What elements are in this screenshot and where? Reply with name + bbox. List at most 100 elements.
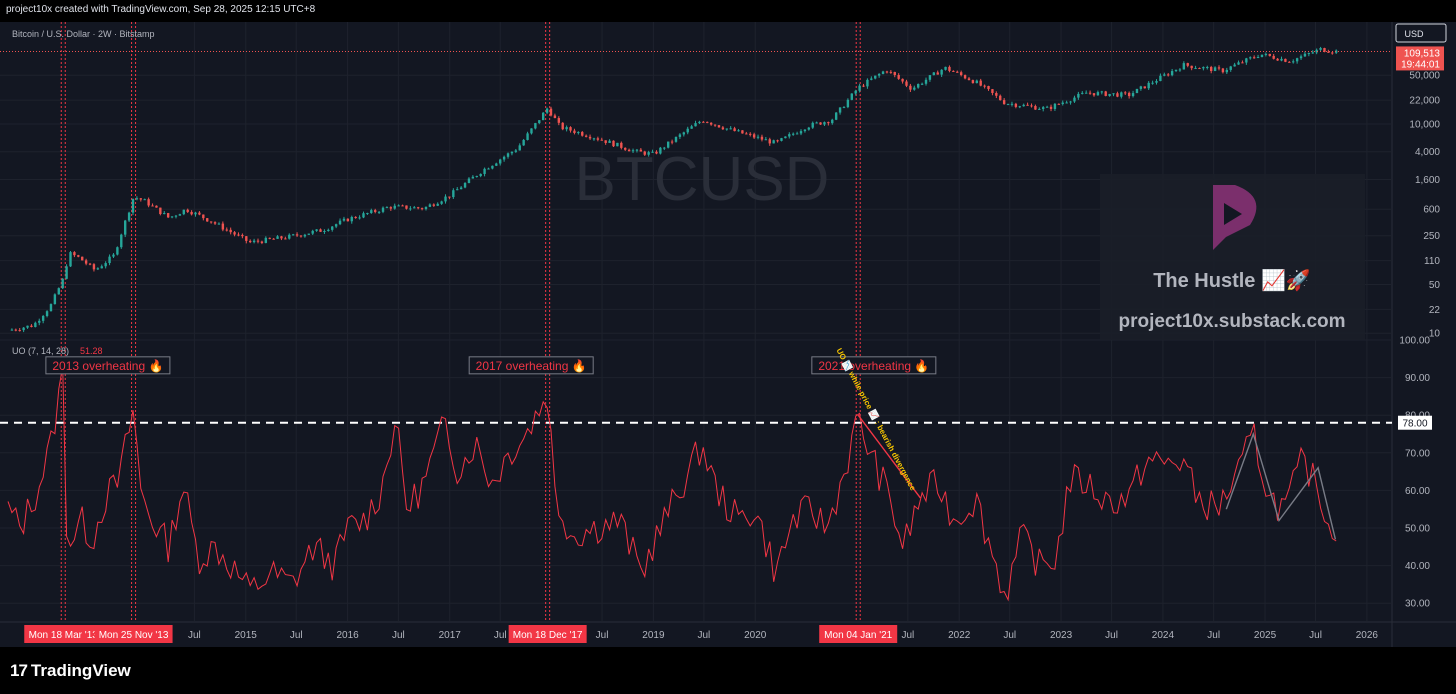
candle-body[interactable] — [963, 75, 967, 79]
candle-body[interactable] — [1124, 92, 1127, 94]
candle-body[interactable] — [1327, 51, 1330, 53]
candle-body[interactable] — [1194, 68, 1197, 70]
candle-body[interactable] — [706, 121, 709, 123]
candle-body[interactable] — [1284, 58, 1287, 62]
candle-body[interactable] — [139, 198, 143, 200]
candle-body[interactable] — [57, 288, 60, 295]
candle-body[interactable] — [1159, 75, 1162, 82]
candle-body[interactable] — [1249, 57, 1252, 59]
candle-body[interactable] — [624, 147, 627, 150]
candle-body[interactable] — [741, 130, 744, 134]
candle-body[interactable] — [377, 211, 381, 213]
candle-body[interactable] — [123, 220, 127, 235]
candle-body[interactable] — [827, 122, 830, 124]
candle-body[interactable] — [717, 125, 721, 128]
candle-body[interactable] — [1245, 58, 1248, 63]
candle-body[interactable] — [217, 223, 221, 225]
candle-body[interactable] — [780, 138, 783, 141]
candle-body[interactable] — [1229, 66, 1232, 70]
candle-body[interactable] — [815, 122, 818, 124]
candle-body[interactable] — [159, 207, 162, 215]
candle-body[interactable] — [413, 207, 416, 209]
candle-body[interactable] — [920, 83, 924, 85]
candle-body[interactable] — [874, 75, 877, 79]
candle-body[interactable] — [1116, 93, 1119, 97]
candle-body[interactable] — [1186, 63, 1189, 66]
candle-body[interactable] — [405, 205, 408, 209]
candle-body[interactable] — [1006, 104, 1010, 106]
candle-body[interactable] — [999, 95, 1002, 101]
candle-body[interactable] — [1260, 54, 1264, 57]
candle-body[interactable] — [893, 72, 896, 76]
candle-body[interactable] — [1198, 68, 1201, 70]
candle-body[interactable] — [30, 325, 33, 327]
candle-body[interactable] — [463, 182, 467, 188]
candle-body[interactable] — [81, 256, 84, 261]
candle-body[interactable] — [749, 133, 752, 135]
candle-body[interactable] — [245, 236, 248, 241]
candle-body[interactable] — [432, 204, 436, 206]
candle-body[interactable] — [909, 85, 912, 90]
candle-body[interactable] — [760, 136, 764, 140]
candle-body[interactable] — [456, 189, 459, 191]
candle-body[interactable] — [905, 81, 908, 86]
candle-body[interactable] — [577, 132, 580, 134]
candle-body[interactable] — [135, 198, 139, 200]
trendline[interactable] — [1225, 431, 1337, 540]
tradingview-logo[interactable]: 17 TradingView — [10, 661, 131, 681]
candle-body[interactable] — [936, 72, 939, 75]
candle-body[interactable] — [346, 218, 350, 222]
candle-body[interactable] — [1077, 93, 1080, 98]
candle-body[interactable] — [581, 132, 584, 136]
candle-body[interactable] — [182, 209, 185, 215]
candle-body[interactable] — [1295, 58, 1299, 62]
candle-body[interactable] — [264, 237, 268, 243]
candle-body[interactable] — [1241, 62, 1244, 64]
candle-body[interactable] — [225, 229, 228, 231]
candle-body[interactable] — [838, 107, 842, 113]
candle-body[interactable] — [756, 136, 760, 138]
candle-body[interactable] — [979, 80, 982, 86]
candle-body[interactable] — [331, 226, 334, 230]
candle-body[interactable] — [65, 266, 68, 279]
candle-body[interactable] — [229, 229, 232, 233]
candle-body[interactable] — [1131, 93, 1135, 97]
candle-body[interactable] — [1202, 67, 1205, 69]
candle-body[interactable] — [127, 212, 131, 221]
candle-body[interactable] — [143, 199, 146, 201]
candle-body[interactable] — [627, 149, 631, 152]
candle-body[interactable] — [791, 133, 795, 135]
candle-body[interactable] — [34, 322, 37, 327]
candle-body[interactable] — [616, 142, 619, 147]
candle-body[interactable] — [1069, 101, 1072, 103]
candle-body[interactable] — [467, 178, 471, 183]
candle-body[interactable] — [213, 222, 217, 224]
candle-body[interactable] — [233, 232, 236, 235]
candle-body[interactable] — [374, 210, 377, 212]
candle-body[interactable] — [608, 140, 611, 143]
candle-body[interactable] — [674, 136, 678, 142]
candle-body[interactable] — [1045, 106, 1049, 108]
candle-body[interactable] — [917, 84, 920, 88]
candle-body[interactable] — [752, 134, 756, 138]
candle-body[interactable] — [1022, 104, 1025, 107]
candle-body[interactable] — [620, 142, 623, 148]
candle-body[interactable] — [600, 139, 603, 141]
candle-body[interactable] — [323, 230, 326, 232]
candle-body[interactable] — [393, 205, 396, 209]
overheating-annotation[interactable]: 2021 overheating 🔥 — [811, 356, 937, 375]
candle-body[interactable] — [288, 234, 291, 239]
candle-body[interactable] — [1018, 106, 1021, 108]
candle-body[interactable] — [1096, 92, 1100, 96]
candle-body[interactable] — [397, 205, 400, 207]
candle-body[interactable] — [1010, 103, 1014, 105]
candle-body[interactable] — [725, 128, 728, 130]
candle-body[interactable] — [1178, 69, 1182, 71]
candle-body[interactable] — [745, 133, 748, 135]
candle-body[interactable] — [518, 145, 521, 151]
candle-body[interactable] — [10, 329, 14, 331]
candle-body[interactable] — [834, 112, 838, 120]
candle-body[interactable] — [1170, 71, 1174, 76]
candle-body[interactable] — [924, 79, 928, 84]
candle-body[interactable] — [1323, 48, 1326, 52]
